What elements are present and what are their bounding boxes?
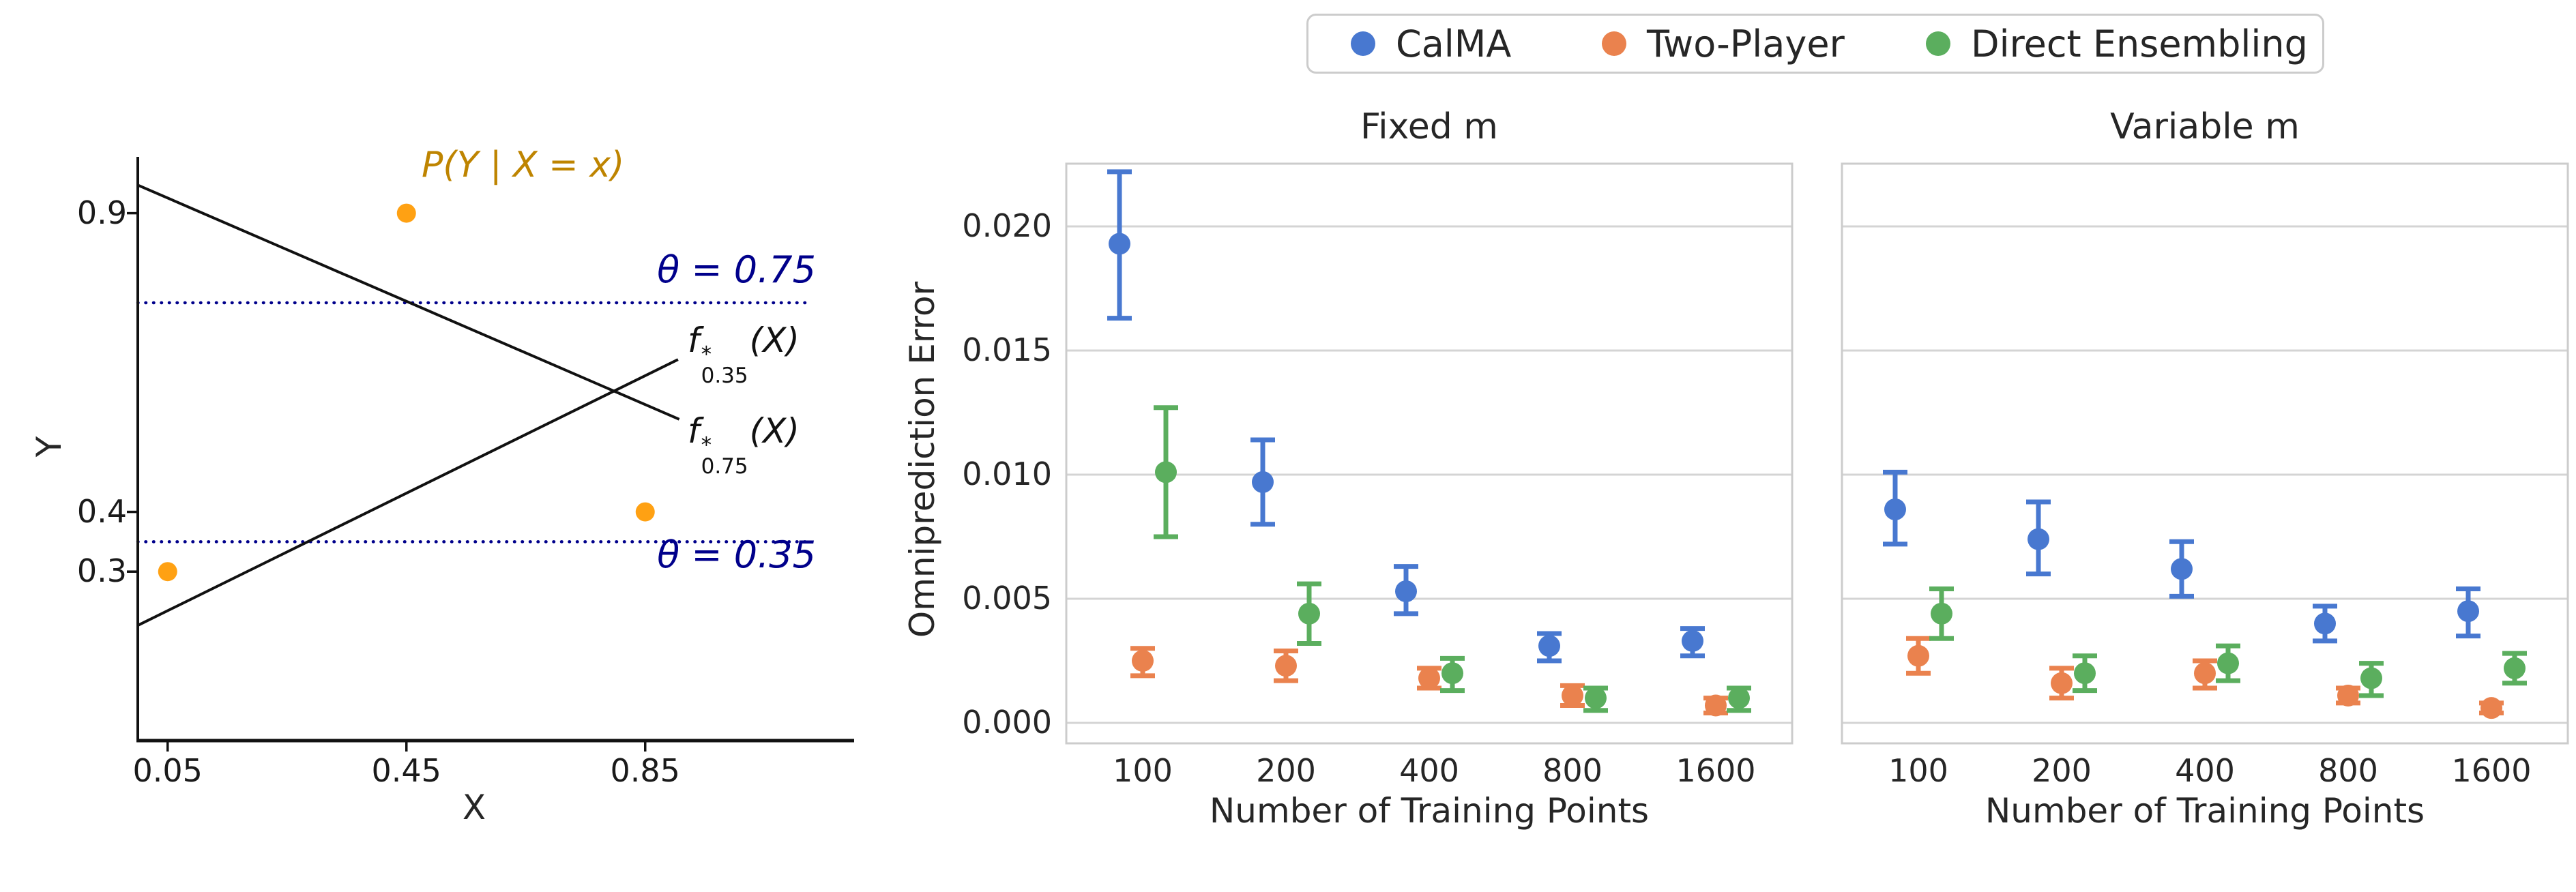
x-tick-label-variable_m-200: 200 [2032, 752, 2092, 789]
errorbar-Two-Player-200 [2049, 666, 2074, 701]
legend-item-two-player: Two-Player [1602, 16, 1845, 72]
x-tick-label-variable_m-1600: 1600 [2451, 752, 2532, 789]
fixed-m-xaxis-label: Number of Training Points [1209, 791, 1650, 831]
data-point-0.05-0.3 [158, 562, 177, 582]
y-tick-label-0.020: 0.020 [962, 207, 1052, 244]
errorbar-CalMA-800 [1537, 631, 1562, 664]
errorbar-CalMA-1600 [1680, 626, 1705, 659]
f-label-sup: * [701, 342, 712, 367]
theta-075-label: θ = 0.75 [657, 248, 816, 291]
errorbar-Direct Ensembling-100 [1929, 586, 1954, 641]
legend-item-calma: CalMA [1351, 16, 1511, 72]
errorbar-Direct Ensembling-100 [1154, 405, 1178, 539]
circle-marker-direct-ensembling-icon [1926, 31, 1950, 56]
errorbar-Two-Player-100 [1906, 636, 1931, 676]
f-label-arg: (X) [749, 411, 800, 451]
data-point-0.85-0.4 [635, 502, 655, 522]
errorbar-Two-Player-800 [2336, 684, 2360, 707]
x-tick-label-fixed_m-400: 400 [1399, 752, 1459, 789]
schematic-x-tick-label-0.85: 0.85 [610, 752, 680, 789]
variable_m-panel-border [1841, 162, 2569, 745]
errorbar-Direct Ensembling-200 [1297, 581, 1321, 646]
errorbar-Two-Player-1600 [2479, 697, 2504, 719]
errorbar-Two-Player-200 [1274, 648, 1298, 683]
errorbar-CalMA-200 [2026, 499, 2051, 577]
schematic-y-tick-label-0.9: 0.9 [76, 194, 127, 231]
errorbar-Direct Ensembling-800 [2359, 661, 2384, 698]
x-tick-label-fixed_m-800: 800 [1542, 752, 1602, 789]
errorbar-Direct Ensembling-200 [2073, 653, 2097, 694]
f-label-arg: (X) [749, 321, 800, 360]
errorbar-Direct Ensembling-1600 [1727, 685, 1751, 713]
errorbar-CalMA-800 [2313, 604, 2337, 644]
f-star-075-label: f * 0.75 (X) [688, 411, 800, 477]
errorbar-CalMA-400 [2169, 539, 2194, 599]
y-tick-label-0.000: 0.000 [962, 704, 1052, 741]
errorbar-Direct Ensembling-400 [1440, 655, 1465, 694]
x-tick-label-variable_m-100: 100 [1888, 752, 1948, 789]
errorbar-CalMA-400 [1394, 564, 1418, 616]
schematic-x-tick-label-0.45: 0.45 [371, 752, 441, 789]
errorbar-Two-Player-400 [1417, 666, 1441, 691]
function-line-0.75 [137, 183, 680, 421]
y-tick-label-0.015: 0.015 [962, 331, 1052, 368]
legend-label-calma: CalMA [1396, 22, 1512, 65]
y-tick-label-0.005: 0.005 [962, 580, 1052, 616]
conditional-probability-label: P(Y | X = x) [422, 145, 625, 185]
variable-m-xaxis-label: Number of Training Points [1985, 791, 2425, 831]
circle-marker-calma-icon [1351, 31, 1375, 56]
f-label-sub: 0.75 [701, 454, 748, 479]
errorbar-Two-Player-100 [1130, 646, 1155, 679]
schematic-y-tick-label-0.3: 0.3 [76, 552, 127, 590]
legend-item-direct-ensembling: Direct Ensembling [1926, 16, 2308, 72]
fixed_m-panel-border [1065, 162, 1794, 745]
errorbar-Direct Ensembling-400 [2216, 643, 2240, 683]
errorbar-Two-Player-1600 [1703, 694, 1728, 717]
schematic-yaxis-label: Y [29, 436, 69, 458]
x-tick-label-fixed_m-200: 200 [1256, 752, 1316, 789]
f-label-sub: 0.35 [701, 363, 748, 388]
x-tick-label-variable_m-400: 400 [2175, 752, 2235, 789]
f-star-035-label: f * 0.35 (X) [688, 321, 800, 387]
errorbar-CalMA-200 [1250, 437, 1275, 527]
y-tick-label-0.010: 0.010 [962, 456, 1052, 492]
circle-marker-two-player-icon [1602, 31, 1626, 56]
legend: CalMA Two-Player Direct Ensembling [1306, 14, 2324, 74]
variable-m-title: Variable m [2110, 106, 2300, 147]
schematic-y-tick-label-0.4: 0.4 [76, 492, 127, 530]
legend-label-direct-ensembling: Direct Ensembling [1971, 22, 2308, 65]
errorbar-Direct Ensembling-800 [1583, 685, 1608, 713]
errorbar-CalMA-100 [1107, 169, 1132, 321]
x-tick-label-fixed_m-100: 100 [1113, 752, 1173, 789]
x-tick-label-variable_m-800: 800 [2318, 752, 2378, 789]
f-label-sup: * [701, 432, 712, 458]
schematic-x-tick-label-0.05: 0.05 [132, 752, 203, 789]
schematic-xaxis-label: X [462, 788, 486, 827]
errorbar-Two-Player-400 [2193, 658, 2217, 691]
errorbar-CalMA-100 [1883, 469, 1907, 547]
fixed-m-title: Fixed m [1360, 106, 1498, 147]
f-label-letter: f [688, 321, 700, 360]
errorbar-Two-Player-800 [1560, 683, 1585, 709]
f-label-letter: f [688, 411, 700, 451]
theta-035-label: θ = 0.35 [657, 533, 816, 576]
function-line-0.35 [137, 358, 679, 627]
x-tick-label-fixed_m-1600: 1600 [1675, 752, 1756, 789]
errorbar-CalMA-1600 [2456, 586, 2480, 639]
legend-label-two-player: Two-Player [1647, 22, 1845, 65]
errorbar-Direct Ensembling-1600 [2502, 651, 2527, 686]
data-point-0.45-0.9 [396, 203, 416, 223]
